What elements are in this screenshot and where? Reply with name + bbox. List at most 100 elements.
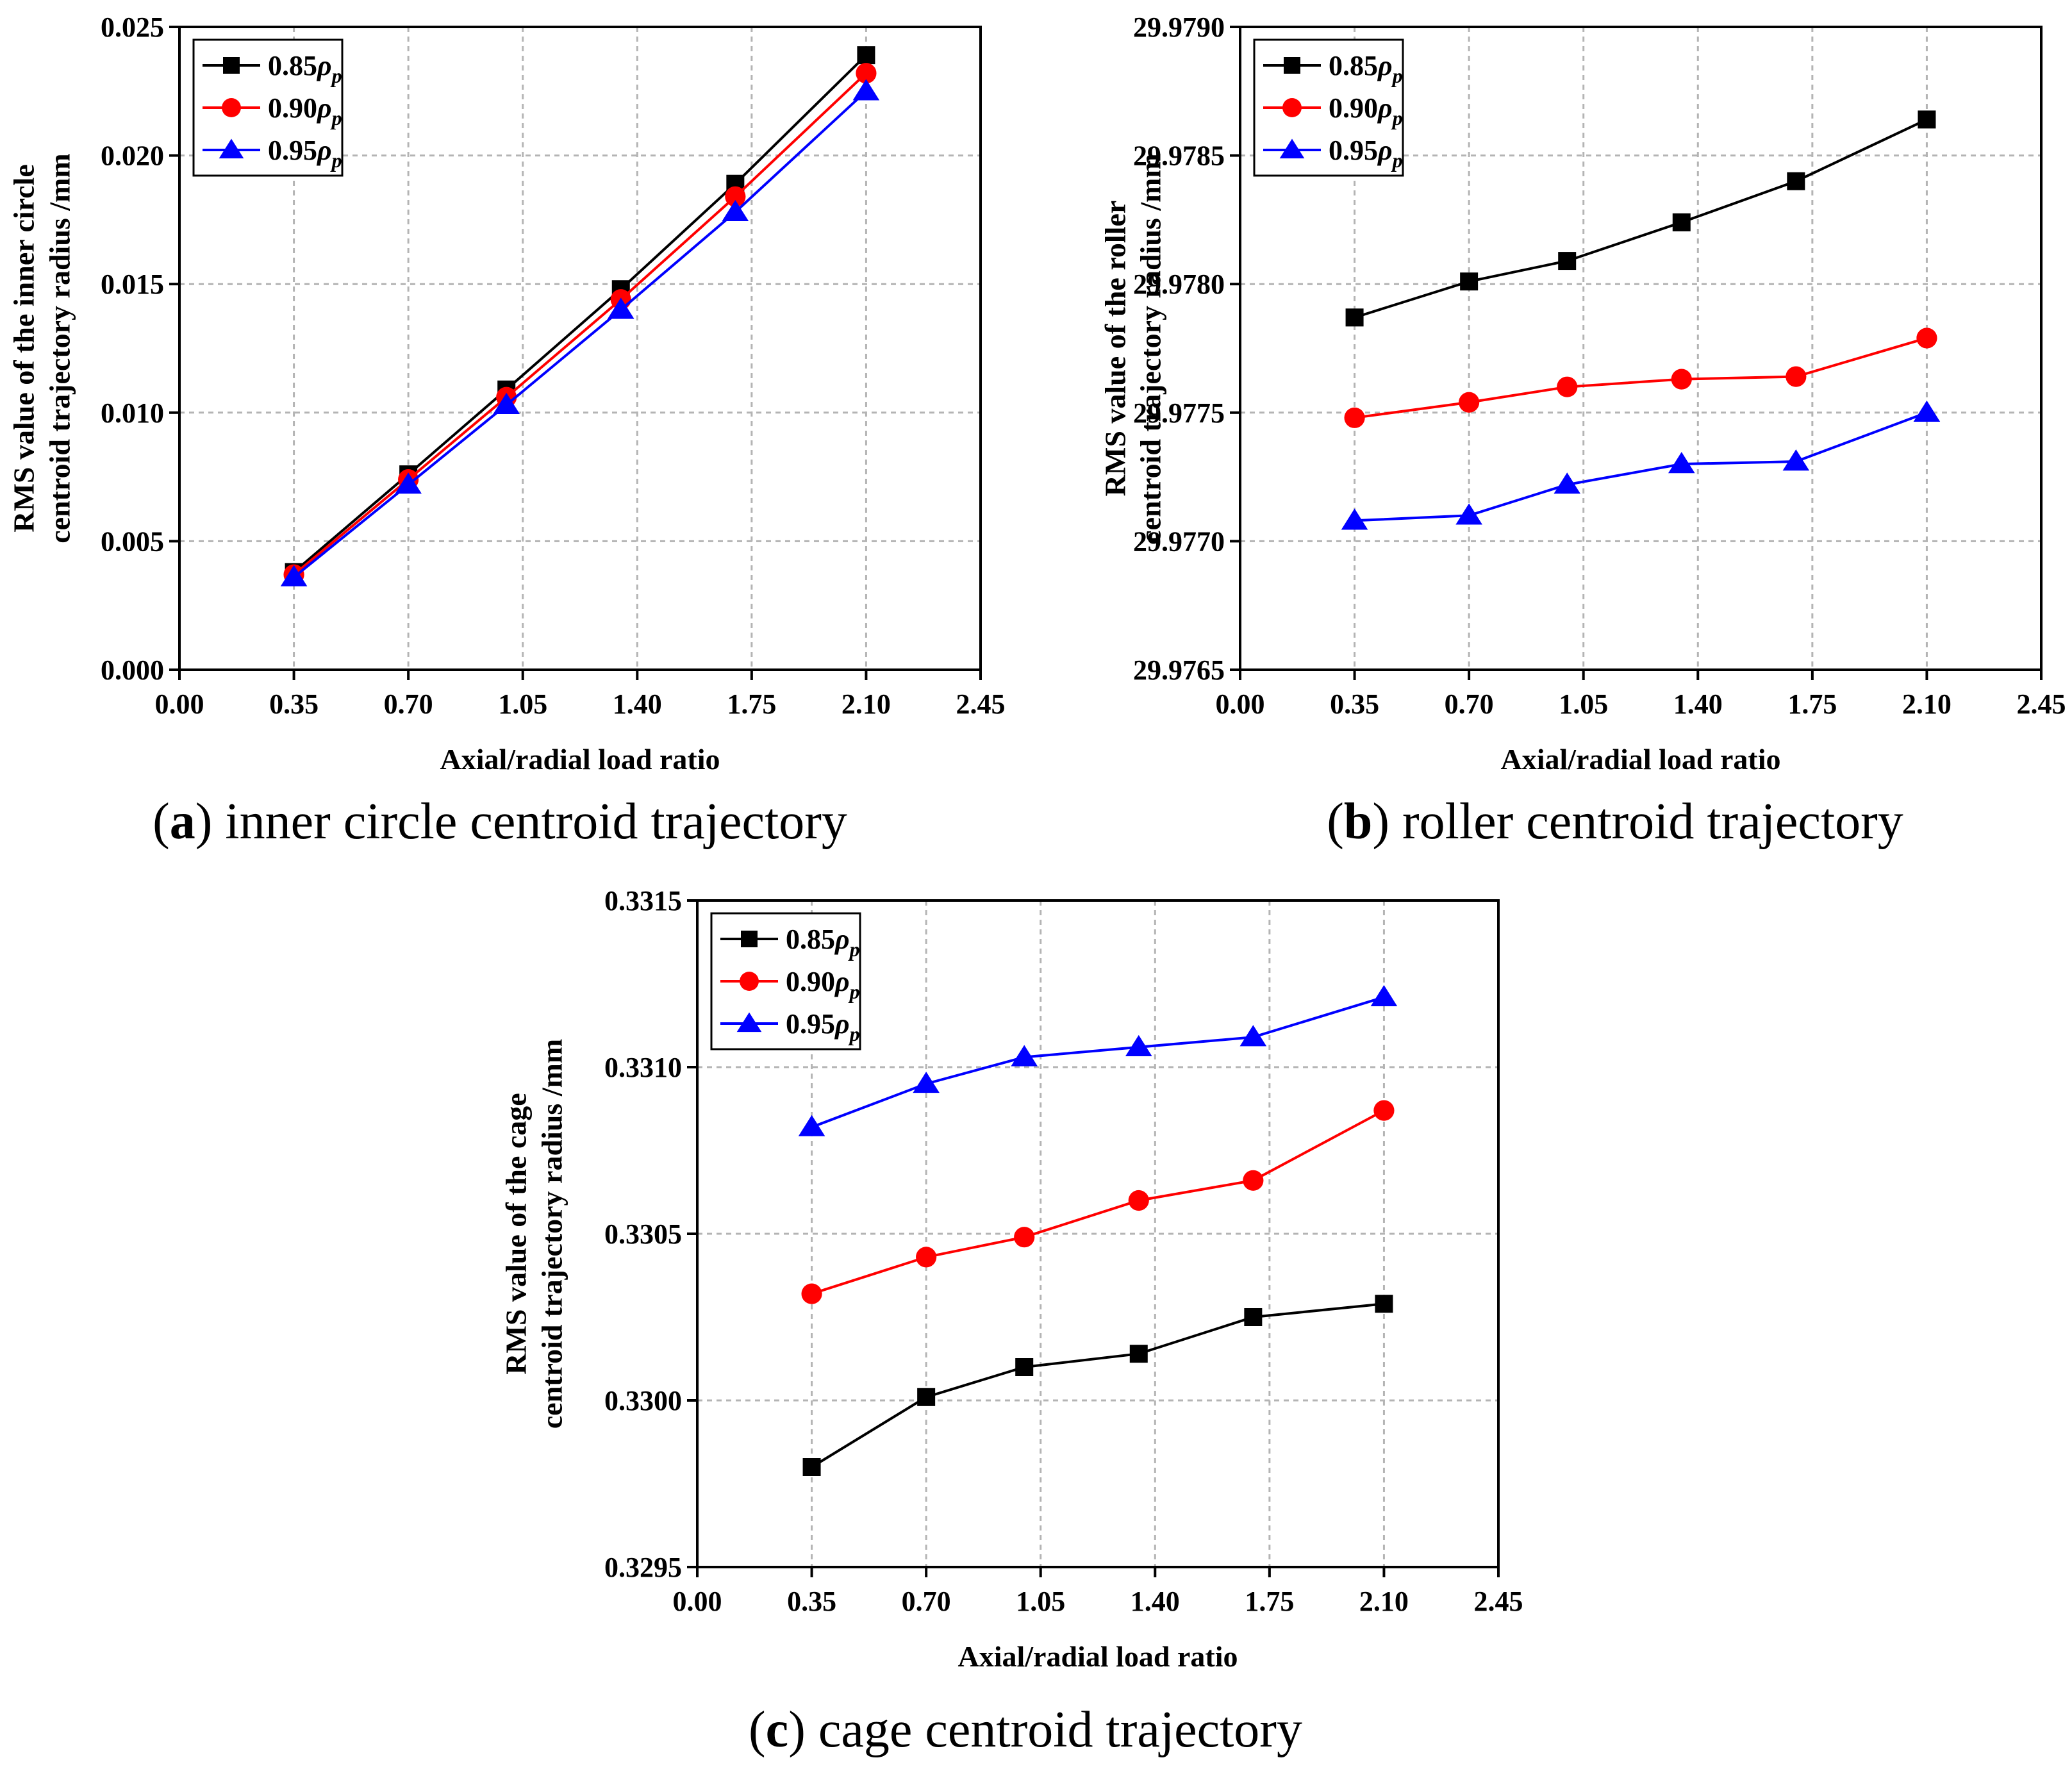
legend-label: 0.90ρp bbox=[786, 966, 860, 1003]
x-axis-label: Axial/radial load ratio bbox=[958, 1640, 1238, 1673]
x-tick-label: 1.40 bbox=[1131, 1586, 1180, 1617]
data-point-square bbox=[917, 1388, 936, 1406]
data-point-square bbox=[1345, 308, 1364, 327]
legend-label: 0.95ρp bbox=[786, 1008, 860, 1045]
data-point-circle bbox=[1282, 98, 1302, 117]
x-tick-label: 0.35 bbox=[787, 1586, 836, 1617]
series-0.85 bbox=[285, 46, 875, 581]
legend-subscript: p bbox=[1391, 64, 1403, 87]
legend-item: 0.90ρp bbox=[203, 92, 342, 129]
x-tick-label: 1.75 bbox=[1787, 688, 1837, 720]
data-point-circle bbox=[1557, 376, 1578, 397]
figure-caption: (c) cage centroid trajectory bbox=[749, 1702, 1302, 1758]
data-point-circle bbox=[1243, 1170, 1264, 1191]
legend-rho-symbol: ρ bbox=[834, 1008, 850, 1040]
legend-label: 0.95ρp bbox=[268, 135, 342, 172]
caption-text: roller centroid trajectory bbox=[1402, 793, 1903, 850]
caption-letter: a bbox=[170, 793, 195, 850]
y-axis-label: centroid trajectory radius /mm bbox=[536, 1039, 568, 1429]
x-tick-label: 0.70 bbox=[1445, 688, 1494, 720]
legend-label: 0.85ρp bbox=[786, 924, 860, 961]
data-point-triangle bbox=[798, 1115, 825, 1136]
caption-close-paren: ) bbox=[1372, 793, 1402, 850]
y-axis-label: centroid trajectory radius /mm bbox=[1134, 153, 1167, 544]
caption-letter: c bbox=[766, 1702, 789, 1758]
caption-open-paren: ( bbox=[1327, 793, 1344, 850]
y-tick-label: 29.9790 bbox=[1133, 12, 1225, 43]
y-tick-label: 29.9785 bbox=[1133, 140, 1225, 172]
data-point-circle bbox=[740, 972, 759, 991]
legend-rho-symbol: ρ bbox=[316, 50, 332, 81]
data-point-circle bbox=[1014, 1227, 1035, 1248]
x-tick-label: 2.45 bbox=[956, 688, 1006, 720]
x-tick-label: 1.75 bbox=[1245, 1586, 1294, 1617]
legend-item: 0.90ρp bbox=[1263, 92, 1403, 129]
legend-value: 0.95 bbox=[1329, 135, 1378, 166]
caption-open-paren: ( bbox=[153, 793, 170, 850]
x-tick-label: 0.00 bbox=[155, 688, 204, 720]
data-point-circle bbox=[1459, 392, 1480, 413]
x-tick-label: 1.05 bbox=[498, 688, 547, 720]
series-line bbox=[1354, 118, 1928, 319]
data-point-triangle bbox=[1782, 449, 1810, 471]
gridlines bbox=[697, 900, 1498, 1567]
y-tick-label: 0.3295 bbox=[604, 1552, 682, 1583]
caption-close-paren: ) bbox=[195, 793, 226, 850]
series-0.90 bbox=[1344, 328, 1937, 428]
data-point-square bbox=[1460, 272, 1479, 291]
legend-value: 0.85 bbox=[786, 924, 835, 955]
series-0.95 bbox=[1341, 400, 1941, 530]
y-tick-label: 0.3310 bbox=[604, 1052, 682, 1083]
legend-rho-symbol: ρ bbox=[316, 135, 332, 166]
legend-subscript: p bbox=[330, 64, 342, 87]
data-point-square bbox=[223, 57, 240, 74]
legend-value: 0.95 bbox=[268, 135, 317, 166]
y-axis-label: RMS value of the inner circle bbox=[8, 164, 40, 532]
data-point-circle bbox=[916, 1247, 937, 1268]
series-line bbox=[811, 1109, 1385, 1295]
y-axis-label: RMS value of the roller bbox=[1099, 201, 1132, 497]
data-point-square bbox=[1787, 172, 1805, 190]
legend-subscript: p bbox=[330, 106, 342, 129]
plot-frame bbox=[1239, 26, 2043, 671]
data-point-triangle bbox=[1279, 138, 1305, 159]
series-0.85 bbox=[1345, 110, 1936, 327]
legend-label: 0.90ρp bbox=[268, 92, 342, 129]
data-point-square bbox=[1244, 1308, 1263, 1326]
x-tick-label: 0.00 bbox=[673, 1586, 722, 1617]
series-line bbox=[293, 54, 867, 574]
y-axis-label: RMS value of the cage bbox=[500, 1093, 533, 1374]
legend-rho-symbol: ρ bbox=[834, 924, 850, 955]
figure-caption: (a) inner circle centroid trajectory bbox=[153, 793, 847, 850]
figure-caption: (b) roller centroid trajectory bbox=[1327, 793, 1903, 850]
data-point-square bbox=[802, 1458, 821, 1476]
x-axis-label: Axial/radial load ratio bbox=[1501, 743, 1781, 776]
y-tick-label: 0.3300 bbox=[604, 1385, 682, 1416]
caption-open-paren: ( bbox=[749, 1702, 766, 1758]
chart-b-roller: 0.00 0.35 0.70 1.05 1.40 1.75 2.10 2.45 29.9765 2… bbox=[1099, 12, 2066, 850]
series-line bbox=[293, 90, 867, 579]
series-line bbox=[1354, 411, 1928, 522]
legend-subscript: p bbox=[1391, 149, 1403, 172]
chart-c-cage: 0.00 0.35 0.70 1.05 1.40 1.75 2.10 2.45 0.3295 0.… bbox=[500, 885, 1523, 1758]
legend-subscript: p bbox=[848, 1022, 860, 1045]
data-point-triangle bbox=[1913, 400, 1941, 422]
data-point-triangle bbox=[736, 1012, 762, 1033]
caption-text: inner circle centroid trajectory bbox=[225, 793, 847, 850]
data-point-square bbox=[1375, 1295, 1393, 1313]
data-point-square bbox=[1918, 110, 1936, 129]
data-point-circle bbox=[1128, 1190, 1149, 1211]
y-axis-label: centroid trajectory radius /mm bbox=[44, 153, 76, 544]
data-point-circle bbox=[222, 98, 241, 117]
series-0.85 bbox=[802, 1295, 1393, 1476]
y-tick-label: 0.025 bbox=[101, 12, 164, 43]
legend-rho-symbol: ρ bbox=[1377, 135, 1393, 166]
data-point-circle bbox=[801, 1283, 822, 1304]
series-0.95 bbox=[798, 984, 1398, 1136]
y-tick-label: 29.9775 bbox=[1133, 397, 1225, 429]
legend-label: 0.90ρp bbox=[1329, 92, 1403, 129]
data-point-triangle bbox=[913, 1072, 940, 1093]
x-tick-label: 1.75 bbox=[727, 688, 776, 720]
